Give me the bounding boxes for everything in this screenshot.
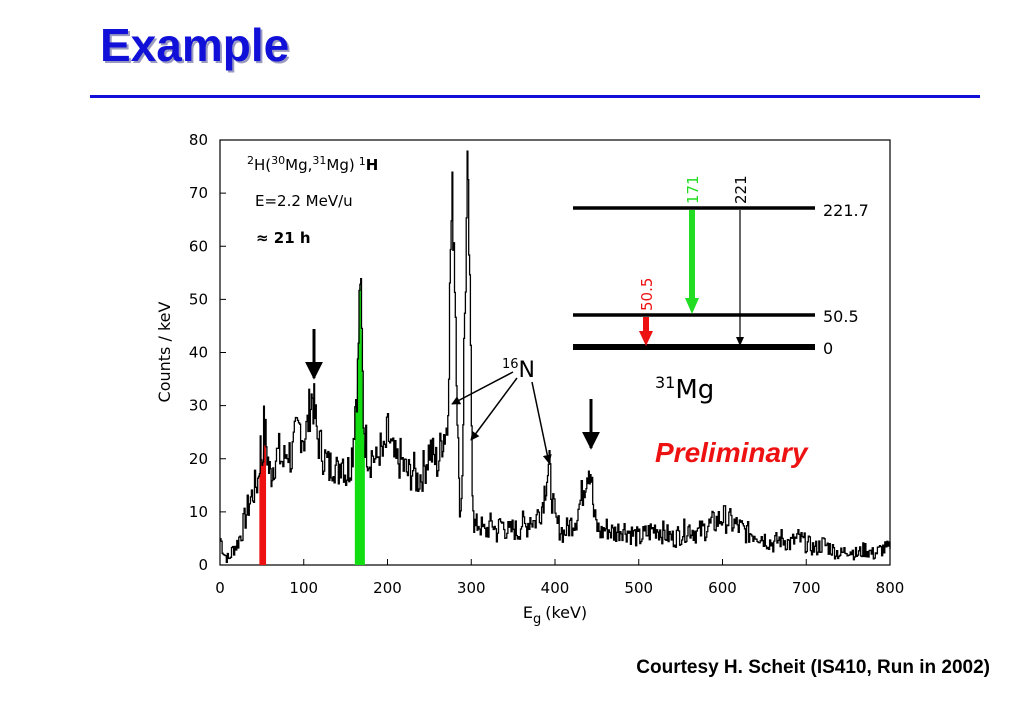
n16-pointer-1 (451, 371, 514, 405)
transition-50-label: 50.5 (638, 278, 656, 311)
level-50-label: 50.5 (823, 307, 859, 326)
n16-pointer-2 (470, 377, 518, 441)
title-underline (90, 95, 980, 98)
x-tick-label: 700 (792, 579, 821, 597)
y-tick-label: 40 (189, 344, 208, 362)
y-tick-label: 30 (189, 397, 208, 415)
reaction-label: 2H(30Mg,31Mg) 1H (247, 154, 378, 174)
x-tick-label: 500 (624, 579, 653, 597)
x-tick-label: 600 (708, 579, 737, 597)
n16-label: 16N (502, 357, 535, 383)
highlight-50-peak (259, 406, 267, 565)
transition-171-label: 171 (684, 175, 702, 204)
y-tick-label: 50 (189, 290, 208, 308)
transition-221-label: 221 (732, 175, 750, 204)
transition-221-head (736, 337, 744, 346)
level-0-label: 0 (823, 339, 833, 358)
y-tick-label: 70 (189, 184, 208, 202)
x-tick-label: 300 (457, 579, 486, 597)
level-221-label: 221.7 (823, 201, 869, 220)
beam-energy-label: E=2.2 MeV/u (255, 192, 353, 210)
nucleus-label: 31Mg (655, 373, 714, 405)
preliminary-label: Preliminary (655, 437, 809, 468)
y-tick-label: 10 (189, 503, 208, 521)
n16-pointer-3 (531, 381, 552, 464)
y-tick-label: 20 (189, 450, 208, 468)
x-axis-ticks: 0 100 200 300 400 500 600 700 800 (215, 559, 904, 597)
y-tick-label: 60 (189, 237, 208, 255)
slide-title: Example (100, 19, 290, 71)
y-axis-ticks: 0 10 20 30 40 50 60 70 80 (189, 131, 226, 574)
x-axis-label: Eg (keV) (523, 603, 587, 627)
duration-label: ≈ 21 h (256, 229, 311, 247)
y-tick-label: 0 (198, 556, 208, 574)
highlight-171-peak (354, 278, 365, 565)
transition-171-head (685, 298, 699, 314)
x-tick-label: 800 (876, 579, 905, 597)
credit-line: Courtesy H. Scheit (IS410, Run in 2002) (636, 657, 990, 678)
x-tick-label: 0 (215, 579, 225, 597)
transition-50-head (639, 331, 653, 346)
x-tick-label: 100 (289, 579, 318, 597)
peak-highlights (259, 278, 365, 565)
x-tick-label: 200 (373, 579, 402, 597)
y-axis-label: Counts / keV (155, 302, 174, 403)
level-scheme: 221.7 50.5 0 171 221 50.5 31Mg (573, 175, 869, 405)
y-tick-label: 80 (189, 131, 208, 149)
spectrum-line (220, 150, 891, 564)
x-tick-label: 400 (541, 579, 570, 597)
